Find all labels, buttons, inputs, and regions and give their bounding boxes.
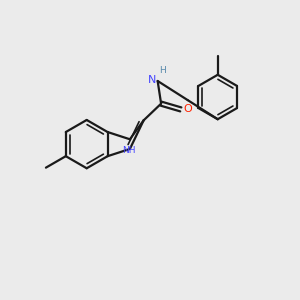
Text: NH: NH [122,146,135,155]
Text: O: O [184,104,193,114]
Text: N: N [148,75,156,85]
Text: H: H [160,65,166,74]
